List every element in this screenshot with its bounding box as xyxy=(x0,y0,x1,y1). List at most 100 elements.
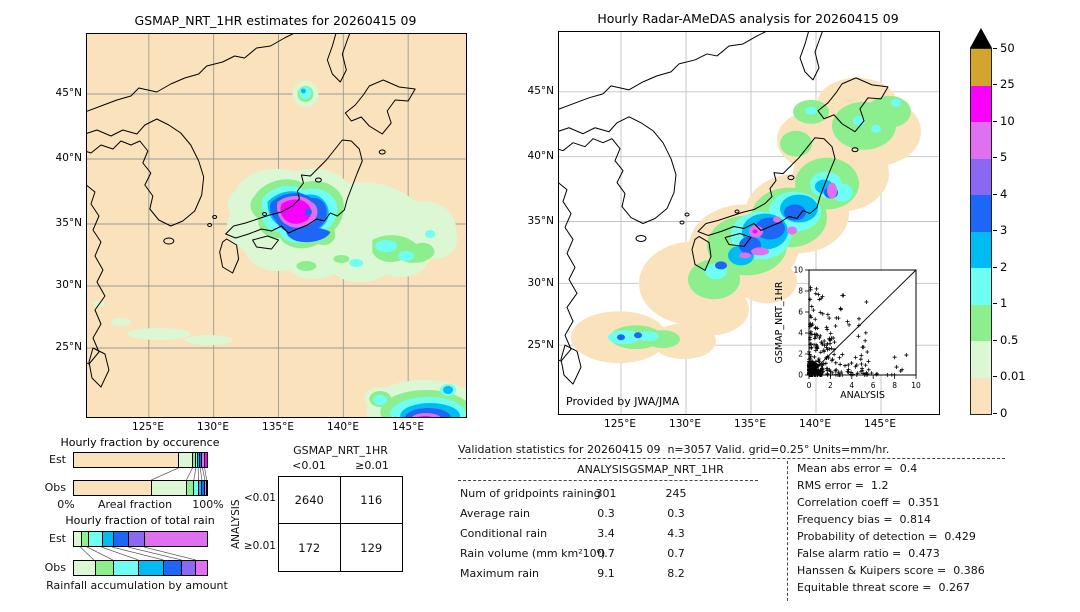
svg-text:6: 6 xyxy=(871,381,876,390)
colorbar-tick-label: 25 xyxy=(1000,77,1015,91)
lat-tick-label: 35°N xyxy=(527,215,554,227)
svg-text:2: 2 xyxy=(798,350,803,359)
stats-metric: Hanssen & Kuipers score = 0.386 xyxy=(797,564,985,577)
coastline xyxy=(87,34,416,388)
lat-tick-label: 35°N xyxy=(55,217,82,229)
lon-tick-label: 130°E xyxy=(669,418,701,430)
lat-tick-label: 30°N xyxy=(55,279,82,291)
colorbar-tick xyxy=(993,266,997,268)
colorbar-tick xyxy=(993,303,997,304)
stats-metric: Probability of detection = 0.429 xyxy=(797,530,976,543)
bar-segment xyxy=(193,481,198,495)
stats-value-gsmap: 0.7 xyxy=(667,547,685,560)
bar-segment xyxy=(74,481,152,495)
stats-col-analysis: ANALYSIS xyxy=(577,463,629,476)
axis-100pct-label: 100% xyxy=(192,498,224,511)
stats-value-gsmap: 4.3 xyxy=(667,527,685,540)
contingency-cell-miss: 172 xyxy=(279,524,341,571)
lat-tick-label: 45°N xyxy=(527,85,554,97)
svg-text:4: 4 xyxy=(849,381,854,390)
colorbar-tick-label: 2 xyxy=(1000,259,1008,274)
bar-segment xyxy=(185,481,194,495)
data-credit: Provided by JWA/JMA xyxy=(566,395,680,408)
stats-metric: Mean abs error = 0.4 xyxy=(797,462,918,475)
bar-segment xyxy=(138,561,164,575)
axis-areal-fraction-label: Areal fraction xyxy=(97,498,173,511)
lon-tick-label: 125°E xyxy=(604,418,636,430)
validation-scatter-inset: 0 2 4 6 8 10 0 2 4 6 8 10 ANALYSIS GSMAP_NRT_1HR xyxy=(774,266,921,402)
colorbar-tick-label: 5 xyxy=(1000,150,1008,164)
stats-metric: Frequency bias = 0.814 xyxy=(797,513,932,526)
colorbar-tick-label: 1 xyxy=(1000,296,1008,310)
occurrence-est-bar xyxy=(73,452,208,468)
svg-text:2: 2 xyxy=(828,381,833,390)
radar-amedas-map-panel xyxy=(558,31,940,415)
occurrence-obs-bar xyxy=(73,480,208,496)
rain-colorbar xyxy=(970,48,992,415)
bar-segment xyxy=(201,453,204,467)
stats-value-gsmap: 8.2 xyxy=(667,567,685,580)
divider xyxy=(458,458,1005,459)
svg-text:0: 0 xyxy=(807,381,812,390)
colorbar-tick-label: 3 xyxy=(1000,223,1008,237)
divider xyxy=(787,461,788,601)
bar-segment xyxy=(191,453,195,467)
colorbar-tick-label: 4 xyxy=(1000,186,1008,201)
lat-tick-label: 25°N xyxy=(527,339,554,351)
precipitation-field xyxy=(92,81,466,417)
colorbar-tick xyxy=(993,157,997,158)
colorbar-tick-label: 0 xyxy=(1000,405,1008,420)
total-rain-chart-title: Hourly fraction of total rain xyxy=(65,514,215,527)
contingency-row-group: ANALYSIS xyxy=(230,499,242,549)
lon-tick-label: 125°E xyxy=(132,421,164,433)
left-map-title: GSMAP_NRT_1HR estimates for 20260415 09 xyxy=(134,13,417,28)
bar-segment xyxy=(151,481,186,495)
contingency-cell-false-alarm: 116 xyxy=(340,477,402,524)
est-row-label: Est xyxy=(49,453,66,466)
svg-text:6: 6 xyxy=(798,308,803,317)
colorbar-tick xyxy=(993,84,997,85)
stats-row-label: Conditional rain xyxy=(460,527,548,540)
svg-text:GSMAP_NRT_1HR: GSMAP_NRT_1HR xyxy=(774,281,785,363)
colorbar-tick-label: 50 xyxy=(1000,40,1015,55)
bar-segment xyxy=(74,453,178,467)
total-rain-est-bar xyxy=(73,531,208,547)
colorbar-segment xyxy=(971,49,991,86)
svg-text:10: 10 xyxy=(911,381,921,390)
lon-tick-label: 135°E xyxy=(734,418,766,430)
stats-value-gsmap: 245 xyxy=(665,487,687,500)
occurrence-chart-title: Hourly fraction by occurence xyxy=(60,436,220,449)
colorbar-tick xyxy=(993,230,997,231)
precipitation-field xyxy=(571,77,921,364)
colorbar-tick xyxy=(993,376,997,377)
colorbar-tick xyxy=(993,47,997,49)
divider xyxy=(458,480,758,481)
lon-tick-label: 135°E xyxy=(262,421,294,433)
colorbar-tick-label: 10 xyxy=(1000,113,1015,128)
bar-segment xyxy=(101,532,113,546)
total-rain-obs-bar xyxy=(73,560,208,576)
colorbar-segment xyxy=(971,377,991,414)
lon-tick-label: 130°E xyxy=(197,421,229,433)
bar-segment xyxy=(143,532,207,546)
bar-segment xyxy=(74,561,95,575)
coastline xyxy=(559,32,889,385)
lon-tick-label: 145°E xyxy=(864,418,896,430)
colorbar-tick-label: 0.5 xyxy=(1000,332,1019,347)
svg-text:0: 0 xyxy=(798,371,803,380)
bar-segment xyxy=(195,453,198,467)
lat-tick-label: 25°N xyxy=(55,341,82,353)
radar-map-canvas xyxy=(559,32,939,414)
est-row-label: Est xyxy=(49,532,66,545)
stats-row-label: Average rain xyxy=(460,507,530,520)
stats-col-gsmap: GSMAP_NRT_1HR xyxy=(629,463,724,476)
bar-segment xyxy=(199,453,202,467)
stats-metric: Equitable threat score = 0.267 xyxy=(797,581,970,594)
lat-tick-label: 40°N xyxy=(55,152,82,164)
bar-segment xyxy=(203,481,206,495)
total-rain-caption: Rainfall accumulation by amount xyxy=(46,579,228,592)
lat-tick-label: 40°N xyxy=(527,150,554,162)
colorbar-segment xyxy=(971,158,991,195)
svg-text:ANALYSIS: ANALYSIS xyxy=(840,390,885,401)
